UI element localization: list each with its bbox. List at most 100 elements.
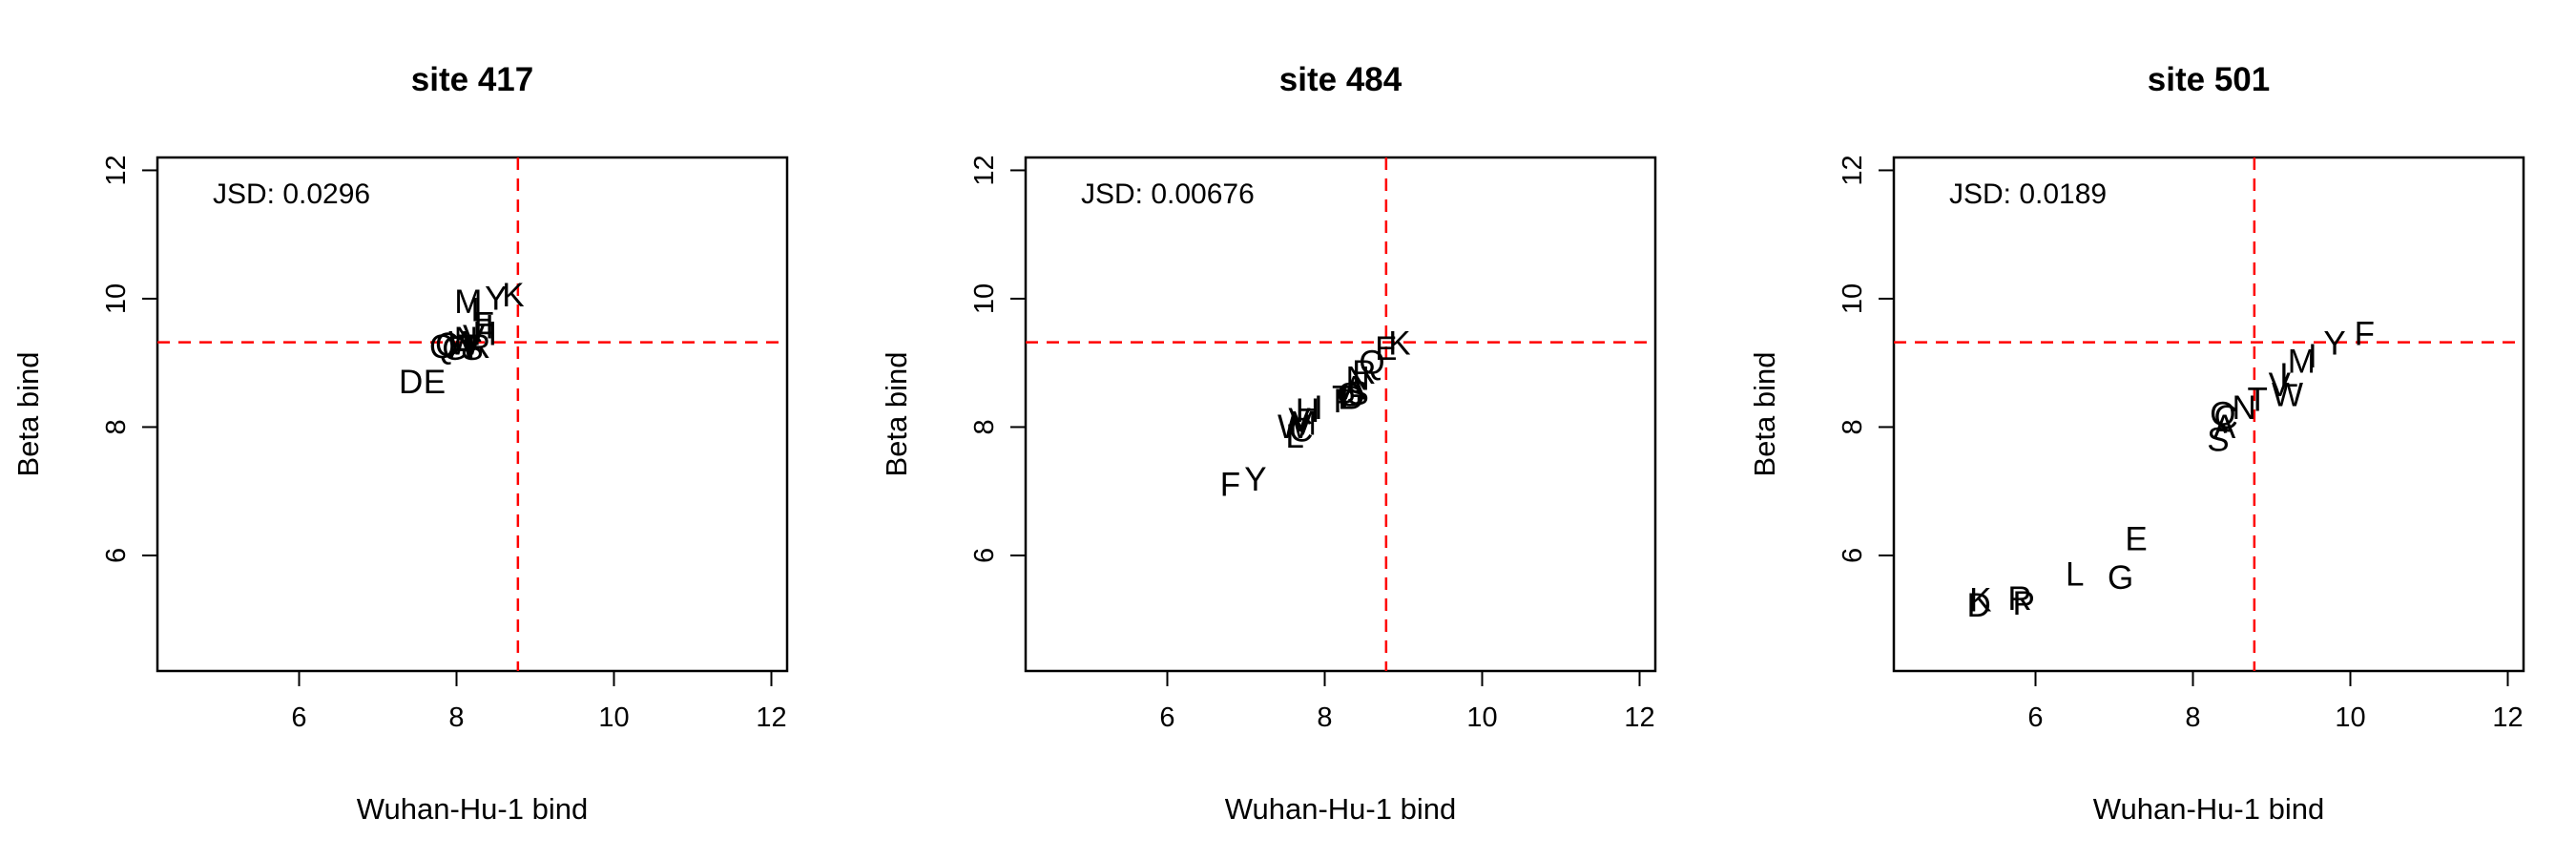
panel-title: site 501 [2148, 61, 2270, 98]
point-label-F: F [2355, 315, 2375, 352]
y-axis-label: Beta bind [11, 352, 45, 477]
x-tick-label: 12 [2492, 702, 2523, 733]
point-label-W: W [1278, 409, 1309, 446]
point-label-T: T [2247, 382, 2267, 419]
point-label-A: A [1343, 370, 1366, 408]
point-label-Q: Q [2210, 396, 2235, 433]
y-tick-label: 8 [101, 419, 132, 434]
point-label-D: D [1340, 380, 1364, 417]
jsd-annotation: JSD: 0.0189 [1949, 178, 2107, 210]
point-label-C: C [435, 326, 459, 364]
point-label-G: G [2108, 559, 2133, 597]
point-label-T: T [458, 329, 478, 367]
x-axis-label: Wuhan-Hu-1 bind [2093, 792, 2324, 826]
point-label-C: C [2214, 399, 2238, 436]
x-tick-label: 8 [1317, 702, 1332, 733]
panel-1: site 417 6 8 10 12 6 8 10 12 Wuhan-Hu-1 bind Beta … [11, 61, 789, 826]
point-label-V: V [2269, 367, 2292, 404]
y-tick-label: 6 [101, 548, 132, 563]
point-label-S: S [1346, 375, 1368, 412]
point-label-T: T [1332, 380, 1352, 417]
point-label-I: I [1314, 389, 1323, 427]
point-label-E: E [2125, 521, 2147, 558]
x-tick-label: 12 [756, 702, 786, 733]
x-axis-label: Wuhan-Hu-1 bind [357, 792, 588, 826]
point-label-F: F [1220, 466, 1240, 503]
point-label-K: K [1388, 325, 1410, 363]
plot-frame [1892, 156, 2525, 673]
point-label-Q: Q [429, 328, 455, 366]
point-label-Y: Y [2323, 325, 2345, 363]
point-label-S: S [461, 330, 483, 367]
point-label-C: C [1289, 411, 1313, 449]
point-label-E: E [1375, 330, 1397, 367]
point-label-R: R [467, 328, 490, 366]
x-axis-label: Wuhan-Hu-1 bind [1225, 792, 1456, 826]
point-label-G: G [442, 330, 467, 367]
x-tick-label: 6 [2027, 702, 2043, 733]
y-tick-label: 8 [969, 419, 1000, 434]
point-label-N: N [1346, 361, 1370, 398]
y-tick-label: 6 [1838, 548, 1868, 563]
x-tick-label: 6 [291, 702, 306, 733]
point-label-P: P [2012, 585, 2034, 622]
panel-title: site 484 [1279, 61, 1402, 98]
x-tick-label: 12 [1624, 702, 1654, 733]
y-tick-label: 12 [969, 155, 1000, 185]
point-label-W: W [448, 325, 480, 363]
x-tick-label: 10 [598, 702, 629, 733]
point-label-L: L [2279, 357, 2297, 394]
point-label-D: D [1966, 587, 1990, 624]
x-tick-label: 8 [2185, 702, 2200, 733]
point-label-E: E [424, 364, 446, 401]
point-label-Y: Y [1244, 461, 1266, 498]
point-label-L: L [471, 292, 489, 329]
point-label-V: V [463, 319, 486, 356]
point-label-A: A [2213, 409, 2236, 446]
point-label-L: L [2066, 556, 2084, 594]
point-label-A: A [449, 328, 472, 366]
point-label-W: W [2272, 376, 2303, 413]
point-label-N: N [2232, 389, 2255, 427]
point-label-M: M [454, 283, 482, 321]
x-tick-label: 6 [1159, 702, 1174, 733]
point-label-F: F [474, 305, 494, 343]
panel-2: site 484 6 8 10 12 6 8 10 12 Wuhan-Hu-1 bind Beta … [880, 61, 1657, 826]
point-label-R: R [2007, 580, 2031, 618]
point-label-S: S [2207, 421, 2229, 458]
jsd-annotation: JSD: 0.0296 [213, 178, 370, 210]
jsd-annotation: JSD: 0.00676 [1081, 178, 1255, 210]
point-label-I: I [2308, 338, 2317, 375]
plot-frame [156, 156, 789, 673]
plot-frame [1024, 156, 1657, 673]
x-tick-label: 10 [1466, 702, 1497, 733]
point-label-Q: Q [1359, 345, 1384, 382]
point-label-V: V [1288, 402, 1311, 439]
point-label-H: H [473, 315, 497, 352]
y-tick-label: 10 [969, 283, 1000, 314]
point-label-D: D [399, 364, 423, 401]
panel-title: site 417 [411, 61, 533, 98]
y-axis-label: Beta bind [880, 352, 913, 477]
panel-3: site 501 6 8 10 12 6 8 10 12 Wuhan-Hu-1 bind Beta … [1748, 61, 2525, 826]
x-tick-label: 8 [448, 702, 464, 733]
point-label-Y: Y [485, 280, 507, 317]
y-tick-label: 12 [1838, 155, 1868, 185]
point-label-P: P [1333, 383, 1355, 420]
y-tick-label: 8 [1838, 419, 1868, 434]
y-tick-label: 6 [969, 548, 1000, 563]
point-label-I: I [485, 309, 494, 346]
point-label-L: L [1285, 418, 1303, 455]
y-axis-label: Beta bind [1748, 352, 1781, 477]
point-label-M: M [1289, 406, 1317, 443]
point-label-N: N [454, 321, 478, 358]
x-tick-label: 10 [2335, 702, 2365, 733]
point-label-R: R [1352, 354, 1376, 391]
point-label-K: K [502, 277, 524, 314]
point-label-G: G [1337, 376, 1362, 413]
y-tick-label: 10 [101, 283, 132, 314]
point-label-K: K [1969, 582, 1991, 619]
y-tick-label: 10 [1838, 283, 1868, 314]
point-label-M: M [2288, 343, 2316, 380]
